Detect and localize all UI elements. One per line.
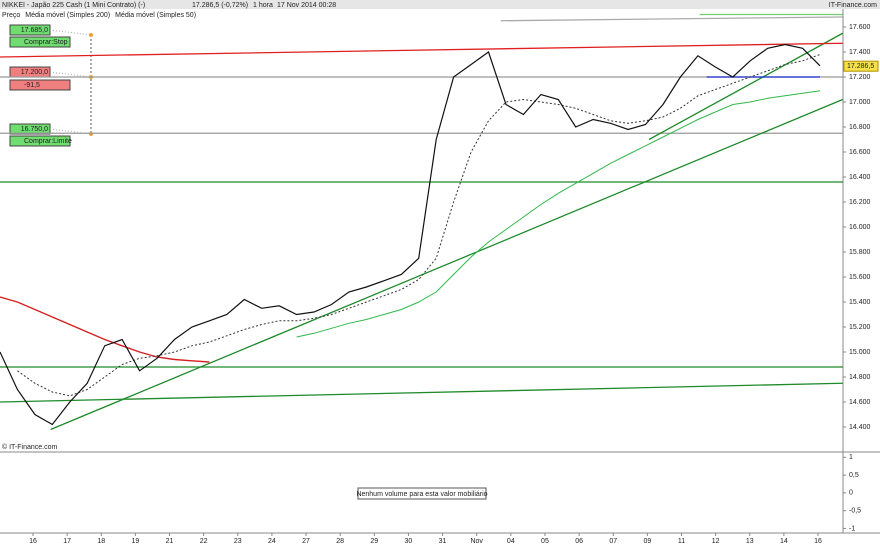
x-tick-label: 11 <box>678 538 685 545</box>
volume-message: Nenhum volume para esta valor mobiliário <box>356 491 487 498</box>
copyright: © IT-Finance.com <box>2 443 58 451</box>
trend-line <box>500 16 843 22</box>
x-tick-label: 29 <box>370 538 378 545</box>
order-action: Comprar:Stop <box>24 39 68 46</box>
y-tick-label: 17.400 <box>849 49 871 56</box>
y-tick-label: 16.400 <box>849 174 871 181</box>
x-tick-label: 18 <box>97 538 105 545</box>
x-tick-label: Nov <box>470 538 483 545</box>
order-line <box>49 71 92 78</box>
x-tick-label: 14 <box>780 538 788 545</box>
x-tick-label: 31 <box>439 538 447 545</box>
period: 1 hora <box>253 2 273 9</box>
y-tick-label: 17.200 <box>849 74 871 81</box>
overlay-line <box>0 296 210 363</box>
y-tick-label: 16.000 <box>849 224 871 231</box>
order-action: Comprar:Limite <box>24 138 72 145</box>
series-line <box>296 90 821 338</box>
series-line <box>17 54 821 397</box>
volume-message-box <box>357 487 487 500</box>
x-tick-label: 30 <box>405 538 413 545</box>
legend-entry: Média móvel (Simples 200) <box>25 12 110 19</box>
trend-line <box>0 382 843 403</box>
x-tick-label: 28 <box>336 538 344 545</box>
y-tick-label: 14.600 <box>849 399 871 406</box>
y-tick-label: 16.600 <box>849 149 871 156</box>
y-tick-label: 15.800 <box>849 249 871 256</box>
order-price: 17.685,0 <box>21 27 48 34</box>
x-tick-label: 04 <box>507 538 515 545</box>
y-tick-label: 14.800 <box>849 374 871 381</box>
y-tick-label: 15.200 <box>849 324 871 331</box>
x-tick-label: 21 <box>166 538 174 545</box>
x-tick-label: 23 <box>234 538 242 545</box>
volume-tick-label: 0 <box>849 490 853 497</box>
trend-line <box>648 32 843 141</box>
x-tick-label: 27 <box>302 538 310 545</box>
legend-entry: Média móvel (Simples 50) <box>115 12 196 19</box>
x-tick-label: 06 <box>575 538 583 545</box>
volume-tick-label: 1 <box>849 454 853 461</box>
order-action-box <box>9 36 71 48</box>
x-tick-label: 09 <box>643 538 651 545</box>
instrument: NIKKEI - Japão 225 Cash (1 Mini Contrato… <box>2 2 145 9</box>
header-bar <box>0 0 880 9</box>
y-tick-label: 14.400 <box>849 424 871 431</box>
last-price-tag <box>843 60 879 72</box>
x-tick-label: 13 <box>746 538 754 545</box>
volume-tick-label: -1 <box>849 525 855 532</box>
x-tick-label: 12 <box>712 538 720 545</box>
y-tick-label: 17.600 <box>849 24 871 31</box>
x-tick-label: 19 <box>131 538 139 545</box>
order-action-box <box>9 79 71 91</box>
order-marker <box>89 33 93 37</box>
order-line <box>49 128 92 135</box>
order-price: 16.750,0 <box>21 126 48 133</box>
legend-entry: Preço <box>2 12 20 19</box>
y-tick-label: 16.800 <box>849 124 871 131</box>
brand: IT-Finance.com <box>829 2 877 9</box>
order-action: -91,5 <box>24 82 40 89</box>
series-line <box>0 43 821 426</box>
timestamp: 17 Nov 2014 00:28 <box>277 2 336 9</box>
volume-tick-label: 0,5 <box>849 472 859 479</box>
x-tick-label: 07 <box>609 538 617 545</box>
x-tick-label: 05 <box>541 538 549 545</box>
last-price-label: 17.286,5 <box>847 63 874 70</box>
y-tick-label: 15.400 <box>849 299 871 306</box>
x-tick-label: 17 <box>63 538 71 545</box>
order-line <box>49 29 92 36</box>
y-tick-label: 16.200 <box>849 199 871 206</box>
volume-tick-label: -0,5 <box>849 508 861 515</box>
x-tick-label: 16 <box>814 538 822 545</box>
y-tick-label: 15.600 <box>849 274 871 281</box>
x-tick-label: 24 <box>268 538 276 545</box>
order-price: 17.200,0 <box>21 69 48 76</box>
trend-line <box>0 42 843 58</box>
x-tick-label: 22 <box>200 538 208 545</box>
quote: 17.286,5 (-0,72%) <box>192 2 248 9</box>
y-tick-label: 15.000 <box>849 349 871 356</box>
x-tick-label: 16 <box>29 538 37 545</box>
y-tick-label: 17.000 <box>849 99 871 106</box>
trend-line <box>50 98 843 431</box>
order-action-box <box>9 135 71 147</box>
